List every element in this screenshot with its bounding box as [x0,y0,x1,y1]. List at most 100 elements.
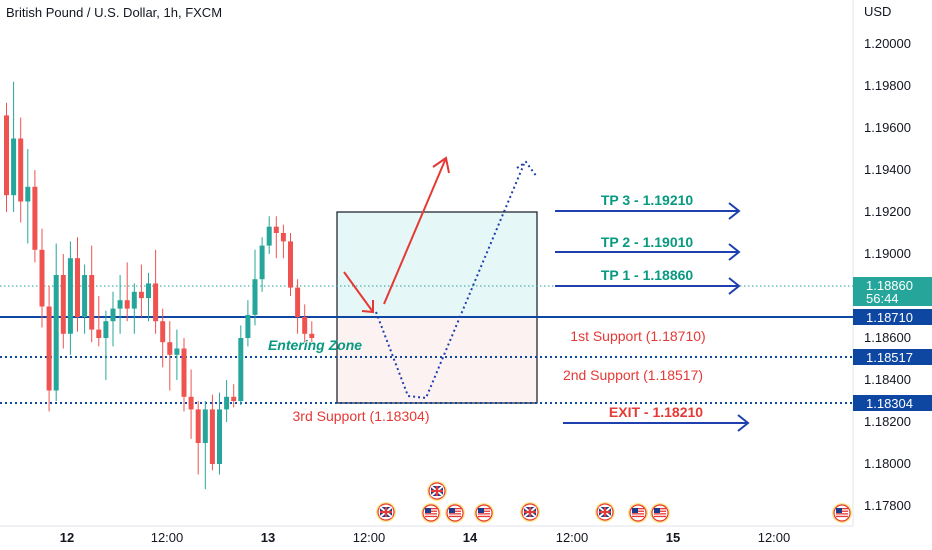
candle [174,329,180,380]
level-badge-3-text: 1.18304 [866,396,913,411]
candle [110,291,116,347]
us-flag-icon[interactable] [832,503,852,523]
candle [117,275,123,334]
uk-flag-icon[interactable] [520,502,540,522]
time-tick-label: 15 [666,530,680,545]
candle [195,401,201,475]
candle [252,249,258,326]
time-tick-label: 12:00 [353,530,386,545]
candle [167,321,173,391]
tp3-label: TP 3 - 1.19210 [601,192,694,208]
candle [231,384,237,408]
uk-flag-icon[interactable] [427,481,447,501]
us-flag-icon[interactable] [445,503,465,523]
us-flag-icon[interactable] [628,503,648,523]
candle [224,380,230,422]
candle [146,272,151,322]
candle [46,285,52,412]
candle [153,249,159,334]
support-3-label: 3rd Support (1.18304) [293,408,430,424]
candle [181,338,187,412]
price-tick-label: 1.18000 [864,456,911,471]
red-arrow-up[interactable] [383,156,450,305]
support-2-label: 2nd Support (1.18517) [563,367,703,383]
candle [89,245,95,343]
candle [18,117,24,223]
candle [96,296,102,347]
us-flag-icon[interactable] [474,503,494,523]
time-tick-label: 12:00 [758,530,791,545]
support-1-label: 1st Support (1.18710) [570,328,705,344]
economic-event-flags[interactable] [376,481,852,523]
time-tick-label: 12:00 [151,530,184,545]
candle [131,283,137,334]
candle [39,228,45,328]
projected-path[interactable] [375,160,538,400]
price-tick-label: 1.19200 [864,204,911,219]
candle [202,401,208,490]
price-axis-panel[interactable] [853,0,932,550]
us-flag-icon[interactable] [650,503,670,523]
price-tick-label: 1.18400 [864,372,911,387]
level-badge-2-text: 1.18517 [866,350,913,365]
us-flag-icon[interactable] [421,503,441,523]
uk-flag-icon[interactable] [595,502,615,522]
price-tick-label: 1.19800 [864,78,911,93]
entering-zone-label: Entering Zone [268,337,362,353]
entry-zone[interactable] [336,316,538,404]
candle [280,224,286,259]
target-zone[interactable] [336,211,538,318]
level-badge-1-text: 1.18710 [866,310,913,325]
candle [103,310,109,380]
price-tick-labels: 1.20000 1.19800 1.19600 1.19400 1.19200 1.190… [864,36,911,513]
candle [302,304,308,343]
candle [11,81,17,212]
candle [238,325,244,406]
price-tick-label: 1.19600 [864,120,911,135]
candle [4,102,9,212]
time-tick-label: 12 [60,530,74,545]
tp1-arrow[interactable] [555,277,741,295]
price-tick-label: 1.19000 [864,246,911,261]
level-badge-1 [853,309,932,325]
last-price-value: 1.18860 [866,278,913,293]
candle [60,254,66,349]
candle [217,392,222,475]
candle [245,300,251,347]
tp3-arrow[interactable] [555,202,741,220]
price-tick-label: 1.19400 [864,162,911,177]
candle [288,233,293,296]
price-tick-label: 1.17800 [864,498,911,513]
candle [82,264,88,334]
candle [67,241,73,355]
candle [273,216,279,259]
tp2-label: TP 2 - 1.19010 [601,234,694,250]
time-tick-label: 12:00 [556,530,589,545]
candle [295,279,301,334]
level-badge-3 [853,395,932,411]
time-tick-label: 13 [261,530,275,545]
candle [309,321,315,343]
candle [160,308,166,368]
candle [266,216,272,254]
candle [53,243,59,401]
candle [259,237,265,292]
candle [188,369,194,439]
last-price-countdown: 56:44 [866,291,899,306]
level-badge-2 [853,349,932,365]
candle [209,394,215,471]
exit-arrow[interactable] [563,414,750,432]
red-arrow-down[interactable] [343,271,374,314]
time-tick-labels: 12 12:00 13 12:00 14 12:00 15 12:00 [60,530,791,545]
candle [75,237,80,332]
price-tick-label: 1.20000 [864,36,911,51]
tp2-arrow[interactable] [555,243,741,261]
exit-label: EXIT - 1.18210 [609,404,703,420]
candle [32,170,38,263]
candle [25,149,31,244]
tp1-label: TP 1 - 1.18860 [601,267,694,283]
uk-flag-icon[interactable] [376,502,396,522]
chart-title: British Pound / U.S. Dollar, 1h, FXCM [6,5,223,20]
currency-label: USD [864,4,891,19]
